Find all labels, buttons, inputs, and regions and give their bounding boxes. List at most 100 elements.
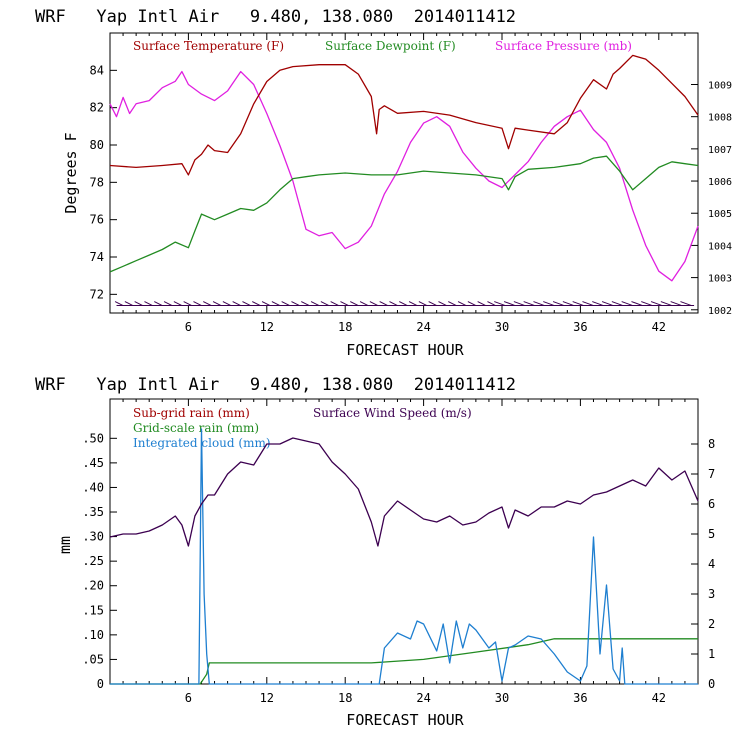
wind-barb — [379, 301, 388, 306]
top-y-tick-label: 72 — [90, 287, 104, 301]
wind-barb — [572, 301, 584, 307]
wind-barb — [232, 301, 241, 306]
bottom-y2-tick-label: 0 — [708, 677, 715, 691]
top-y-tick-label: 80 — [90, 138, 104, 152]
bottom-y-axis-label: mm — [56, 536, 74, 554]
wind-barb — [611, 301, 624, 307]
bottom-x-tick-label: 12 — [260, 691, 274, 705]
wind-barb — [114, 301, 124, 306]
bottom-x-tick-label: 42 — [652, 691, 666, 705]
bottom-y-tick-label: .30 — [82, 530, 104, 544]
top-y2-tick-label: 1004 — [708, 241, 732, 252]
wind-barb — [552, 301, 565, 307]
wind-barbs — [114, 301, 695, 307]
top-x-tick-label: 36 — [573, 320, 587, 334]
top-y-tick-label: 78 — [90, 175, 104, 189]
bottom-x-tick-label: 6 — [185, 691, 192, 705]
wind-barb — [261, 301, 271, 306]
wind-barb — [533, 301, 545, 307]
wind-barb — [467, 301, 477, 306]
legend-gridscale-rain: Grid-scale rain (mm) — [133, 421, 259, 435]
bottom-y-tick-label: .10 — [82, 628, 104, 642]
wind-barb — [670, 301, 682, 307]
wind-barb — [503, 301, 516, 307]
top-y2-tick-label: 1006 — [708, 177, 732, 188]
bottom-x-tick-label: 24 — [416, 691, 430, 705]
bottom-series-group — [109, 428, 699, 685]
wind-barb — [252, 301, 261, 306]
top-chart-title: WRF Yap Intl Air 9.480, 138.080 20140114… — [35, 7, 516, 27]
top-y-tick-label: 74 — [90, 250, 104, 264]
top-axes: 6 12 18 24 30 36 42 72 74 76 78 80 82 84 1002 1003 1004 1… — [90, 33, 732, 334]
wind-barb — [601, 301, 614, 307]
top-y-tick-label: 76 — [90, 213, 104, 227]
top-x-tick-label: 42 — [652, 320, 666, 334]
wind-barb — [448, 301, 457, 306]
wind-barb — [631, 301, 643, 307]
top-y2-tick-label: 1009 — [708, 80, 732, 91]
wind-barb — [592, 301, 604, 307]
wind-barb — [271, 301, 281, 306]
wind-barb — [369, 301, 379, 306]
legend-subgrid-rain: Sub-grid rain (mm) — [133, 406, 250, 420]
wind-barb — [513, 301, 526, 307]
top-y2-tick-label: 1003 — [708, 274, 732, 285]
wind-barb — [203, 301, 212, 306]
wind-barb — [408, 301, 418, 306]
wind-barb — [660, 301, 673, 307]
top-x-tick-label: 6 — [185, 320, 192, 334]
wind-barb — [359, 301, 369, 306]
bottom-y-tick-label: .05 — [82, 652, 104, 666]
wind-barb — [389, 301, 398, 306]
wind-barb — [340, 301, 349, 306]
wind-barb — [281, 301, 290, 306]
bottom-y2-tick-label: 4 — [708, 557, 715, 571]
wind-barb — [212, 301, 222, 306]
wind-barb — [543, 301, 555, 307]
top-y-axis-label: Degrees F — [62, 132, 80, 213]
top-x-tick-label: 12 — [260, 320, 274, 334]
bottom-y-tick-label: 0 — [97, 677, 104, 691]
bottom-y2-tick-label: 7 — [708, 467, 715, 481]
bottom-y2-tick-label: 5 — [708, 527, 715, 541]
gridscale-rain-line — [110, 638, 698, 685]
bottom-x-tick-label: 36 — [573, 691, 587, 705]
bottom-chart-title: WRF Yap Intl Air 9.480, 138.080 20140114… — [35, 375, 516, 395]
top-x-axis-label: FORECAST HOUR — [346, 341, 464, 359]
bottom-y-tick-label: .45 — [82, 456, 104, 470]
wind-barb — [124, 301, 134, 306]
wind-barb — [621, 301, 633, 307]
bottom-y2-tick-label: 3 — [708, 587, 715, 601]
bottom-x-axis-label: FORECAST HOUR — [346, 711, 464, 729]
wind-barb — [134, 301, 143, 306]
wind-barb — [418, 301, 428, 306]
top-x-tick-label: 30 — [495, 320, 509, 334]
legend-surface-wind-speed: Surface Wind Speed (m/s) — [313, 406, 472, 420]
bottom-y2-tick-label: 8 — [708, 437, 715, 451]
wind-barb — [350, 301, 359, 306]
surface-dewpoint-line — [109, 155, 699, 273]
wind-barb — [487, 301, 496, 306]
wind-barb — [301, 301, 310, 306]
wind-barb — [457, 301, 467, 306]
bottom-y2-tick-label: 2 — [708, 617, 715, 631]
wind-barb — [183, 301, 192, 306]
bottom-y2-tick-label: 1 — [708, 647, 715, 661]
wind-barb — [477, 301, 486, 306]
wind-barb — [494, 301, 506, 307]
bottom-y-tick-label: .40 — [82, 480, 104, 494]
bottom-x-tick-label: 18 — [338, 691, 352, 705]
top-y2-tick-label: 1007 — [708, 145, 732, 156]
top-x-tick-label: 18 — [338, 320, 352, 334]
bottom-y-tick-label: .15 — [82, 603, 104, 617]
wind-barb — [320, 301, 330, 306]
wind-barb — [438, 301, 447, 306]
surface-wind-speed-line — [109, 437, 699, 547]
top-y-tick-label: 84 — [90, 63, 104, 77]
wind-barb — [222, 301, 232, 306]
wind-barb — [173, 301, 183, 306]
top-y2-tick-label: 1008 — [708, 113, 732, 124]
wind-barb — [582, 301, 594, 307]
wind-barb — [562, 301, 575, 307]
top-plot-frame — [109, 32, 699, 314]
